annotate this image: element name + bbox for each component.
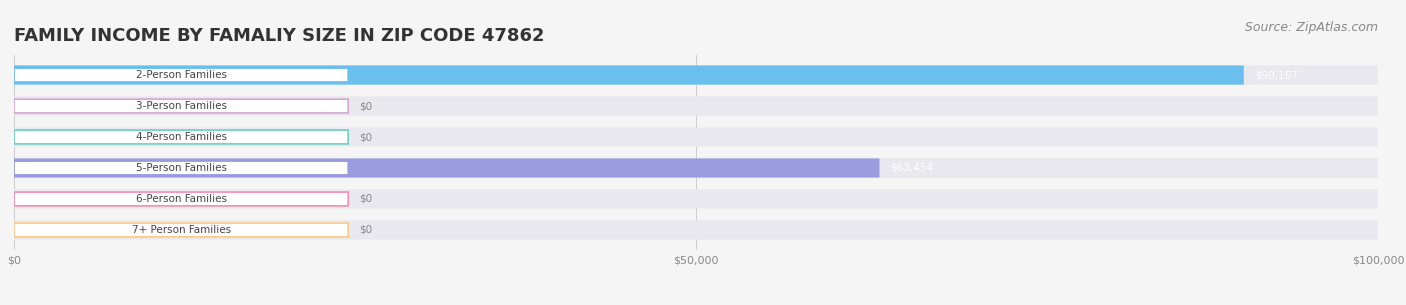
FancyBboxPatch shape <box>14 66 1244 85</box>
FancyBboxPatch shape <box>14 220 1378 239</box>
FancyBboxPatch shape <box>14 223 349 237</box>
Text: $0: $0 <box>359 101 373 111</box>
FancyBboxPatch shape <box>14 68 349 82</box>
FancyBboxPatch shape <box>14 158 1378 178</box>
FancyBboxPatch shape <box>14 161 349 175</box>
Text: FAMILY INCOME BY FAMALIY SIZE IN ZIP CODE 47862: FAMILY INCOME BY FAMALIY SIZE IN ZIP COD… <box>14 27 544 45</box>
FancyBboxPatch shape <box>14 130 349 144</box>
Text: $0: $0 <box>359 225 373 235</box>
Text: 2-Person Families: 2-Person Families <box>135 70 226 80</box>
FancyBboxPatch shape <box>14 127 1378 147</box>
Text: 7+ Person Families: 7+ Person Families <box>132 225 231 235</box>
FancyBboxPatch shape <box>14 96 1378 116</box>
Text: 6-Person Families: 6-Person Families <box>135 194 226 204</box>
Text: Source: ZipAtlas.com: Source: ZipAtlas.com <box>1244 21 1378 34</box>
Text: $0: $0 <box>359 194 373 204</box>
FancyBboxPatch shape <box>14 99 349 113</box>
Text: 3-Person Families: 3-Person Families <box>135 101 226 111</box>
Text: $90,167: $90,167 <box>1254 70 1298 80</box>
FancyBboxPatch shape <box>14 192 349 206</box>
Text: $63,454: $63,454 <box>890 163 934 173</box>
FancyBboxPatch shape <box>14 66 1378 85</box>
FancyBboxPatch shape <box>14 189 1378 209</box>
Text: 4-Person Families: 4-Person Families <box>135 132 226 142</box>
Text: 5-Person Families: 5-Person Families <box>135 163 226 173</box>
FancyBboxPatch shape <box>14 158 880 178</box>
Text: $0: $0 <box>359 132 373 142</box>
